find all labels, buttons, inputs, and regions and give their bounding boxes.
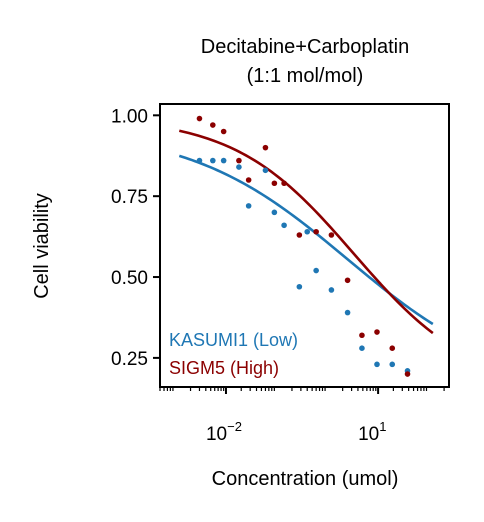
- data-points: [196, 115, 411, 377]
- legend-item-sigm5: SIGM5 (High): [169, 358, 279, 378]
- data-point-sigm5: [245, 177, 252, 183]
- data-point-sigm5: [313, 228, 319, 235]
- fit-curves: [178, 129, 434, 335]
- data-point-kasumi1: [210, 157, 216, 164]
- chart-title: Decitabine+Carboplatin: [201, 36, 409, 58]
- fit-curve-sigm5: [178, 129, 434, 335]
- data-point-kasumi1: [296, 283, 303, 290]
- y-tick-label: 0.50: [111, 268, 148, 289]
- data-point-kasumi1: [271, 209, 278, 216]
- data-point-kasumi1: [328, 287, 335, 293]
- data-point-kasumi1: [313, 267, 319, 274]
- data-point-kasumi1: [359, 345, 365, 351]
- data-point-sigm5: [281, 180, 287, 187]
- y-axis: 1.00 0.75 0.50 0.25: [111, 106, 160, 370]
- data-point-sigm5: [296, 232, 303, 238]
- data-point-kasumi1: [262, 167, 269, 174]
- data-point-kasumi1: [220, 157, 227, 164]
- data-point-sigm5: [262, 144, 269, 151]
- data-point-sigm5: [220, 128, 227, 135]
- data-point-sigm5: [271, 180, 278, 187]
- x-tick-label: 101: [358, 419, 386, 445]
- data-point-sigm5: [359, 332, 365, 339]
- data-point-sigm5: [344, 277, 351, 284]
- y-tick-label: 0.75: [111, 187, 148, 208]
- data-point-kasumi1: [389, 361, 396, 368]
- data-point-sigm5: [404, 371, 411, 377]
- data-point-sigm5: [389, 345, 396, 351]
- y-tick-label: 1.00: [111, 106, 148, 127]
- data-point-sigm5: [374, 329, 380, 335]
- x-axis: 10−2 101: [159, 387, 445, 445]
- data-point-kasumi1: [344, 309, 351, 316]
- y-tick-label: 0.25: [111, 349, 148, 370]
- data-point-sigm5: [210, 122, 216, 128]
- x-tick-label: 10−2: [206, 419, 242, 445]
- data-point-sigm5: [328, 232, 335, 238]
- legend: KASUMI1 (Low) SIGM5 (High): [169, 330, 298, 378]
- data-point-kasumi1: [196, 157, 203, 164]
- data-point-sigm5: [196, 115, 203, 122]
- legend-item-kasumi1: KASUMI1 (Low): [169, 330, 298, 350]
- data-point-kasumi1: [374, 361, 380, 368]
- data-point-kasumi1: [304, 228, 311, 235]
- chart-subtitle: (1:1 mol/mol): [247, 65, 364, 87]
- data-point-kasumi1: [281, 222, 287, 229]
- data-point-kasumi1: [245, 203, 252, 209]
- x-axis-label: Concentration (umol): [212, 468, 399, 490]
- y-axis-label: Cell viability: [31, 193, 53, 299]
- plot-frame: [159, 103, 450, 388]
- data-point-sigm5: [236, 157, 242, 164]
- data-point-kasumi1: [236, 164, 242, 170]
